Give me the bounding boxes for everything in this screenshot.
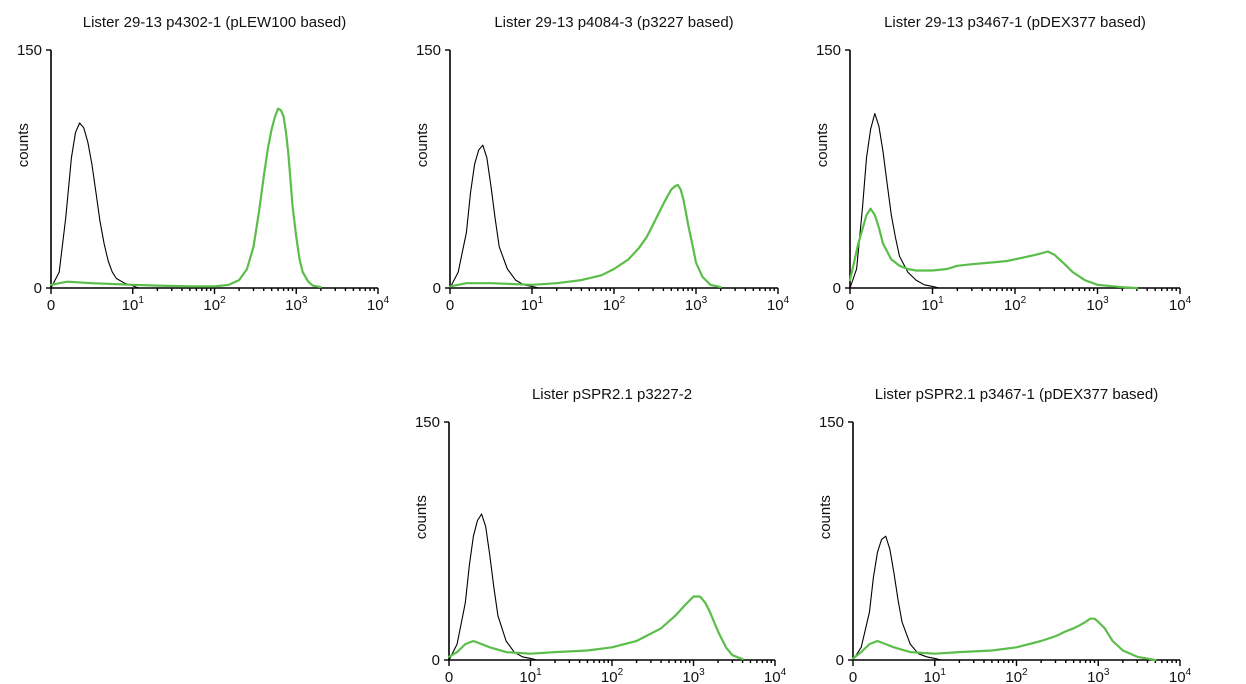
x-tick-label: 102 xyxy=(601,667,624,684)
y-tick-label: 150 xyxy=(17,42,42,59)
x-tick-label: 0 xyxy=(846,297,854,314)
y-tick-label: 150 xyxy=(416,42,441,59)
x-tick-label: 101 xyxy=(921,295,944,314)
y-axis-label: counts xyxy=(814,123,831,167)
chart-panel-1: Lister 29-13 p4302-1 (pLEW100 based) coun… xyxy=(15,14,390,314)
x-tick-label: 102 xyxy=(1005,667,1028,684)
x-tick-label: 103 xyxy=(1086,295,1109,314)
x-tick-label: 103 xyxy=(682,667,705,684)
series-green-line xyxy=(848,207,1139,290)
series-black-line xyxy=(448,513,538,661)
axes-frame xyxy=(849,50,1180,289)
series-black-line xyxy=(449,144,540,289)
x-tick-label: 101 xyxy=(122,295,145,314)
y-tick-label: 0 xyxy=(433,280,441,297)
x-tick-label: 102 xyxy=(603,295,626,314)
axes-frame xyxy=(50,50,378,289)
series-black-line xyxy=(852,535,942,661)
axes-frame xyxy=(448,422,775,661)
x-tick-label: 102 xyxy=(1004,295,1027,314)
chart-title: Lister pSPR2.1 p3227-2 xyxy=(532,386,692,403)
series-black-line xyxy=(50,122,140,289)
y-tick-label: 0 xyxy=(432,652,440,669)
y-tick-label: 0 xyxy=(34,280,42,297)
chart-title: Lister 29-13 p3467-1 (pDEX377 based) xyxy=(884,14,1146,31)
series-black-line xyxy=(849,112,940,289)
series-green-line xyxy=(447,595,744,661)
y-axis-label: counts xyxy=(413,495,430,539)
y-tick-label: 150 xyxy=(415,414,440,431)
y-axis-label: counts xyxy=(414,123,431,167)
chart-title: Lister 29-13 p4084-3 (p3227 based) xyxy=(494,14,733,31)
y-tick-label: 150 xyxy=(819,414,844,431)
x-tick-label: 0 xyxy=(47,297,55,314)
y-tick-label: 0 xyxy=(833,280,841,297)
x-tick-label: 104 xyxy=(367,295,390,314)
axes-frame xyxy=(852,422,1180,661)
chart-panel-4: Lister pSPR2.1 p3227-2 counts 0 150 0 101 102 1… xyxy=(413,386,787,684)
y-tick-label: 150 xyxy=(816,42,841,59)
series-green-line xyxy=(49,107,322,289)
chart-title: Lister pSPR2.1 p3467-1 (pDEX377 based) xyxy=(875,386,1159,403)
x-tick-label: 103 xyxy=(685,295,708,314)
chart-panel-5: Lister pSPR2.1 p3467-1 (pDEX377 based) co… xyxy=(817,386,1192,684)
x-tick-label: 0 xyxy=(446,297,454,314)
x-tick-label: 101 xyxy=(924,667,947,684)
y-axis-label: counts xyxy=(15,123,32,167)
x-tick-label: 0 xyxy=(445,669,453,684)
axes-frame xyxy=(449,50,778,289)
chart-title: Lister 29-13 p4302-1 (pLEW100 based) xyxy=(83,14,347,31)
chart-panel-2: Lister 29-13 p4084-3 (p3227 based) counts… xyxy=(414,14,790,314)
x-tick-label: 104 xyxy=(1169,667,1192,684)
y-axis-label: counts xyxy=(817,495,834,539)
x-tick-label: 102 xyxy=(203,295,226,314)
x-tick-label: 103 xyxy=(1087,667,1110,684)
x-tick-label: 101 xyxy=(521,295,544,314)
x-tick-label: 0 xyxy=(849,669,857,684)
x-tick-label: 104 xyxy=(764,667,787,684)
x-tick-label: 104 xyxy=(767,295,790,314)
y-tick-label: 0 xyxy=(836,652,844,669)
chart-panel-3: Lister 29-13 p3467-1 (pDEX377 based) coun… xyxy=(814,14,1192,314)
x-tick-label: 101 xyxy=(519,667,542,684)
x-tick-label: 104 xyxy=(1169,295,1192,314)
series-green-line xyxy=(851,617,1157,662)
series-green-line xyxy=(448,183,722,289)
x-tick-label: 103 xyxy=(285,295,308,314)
